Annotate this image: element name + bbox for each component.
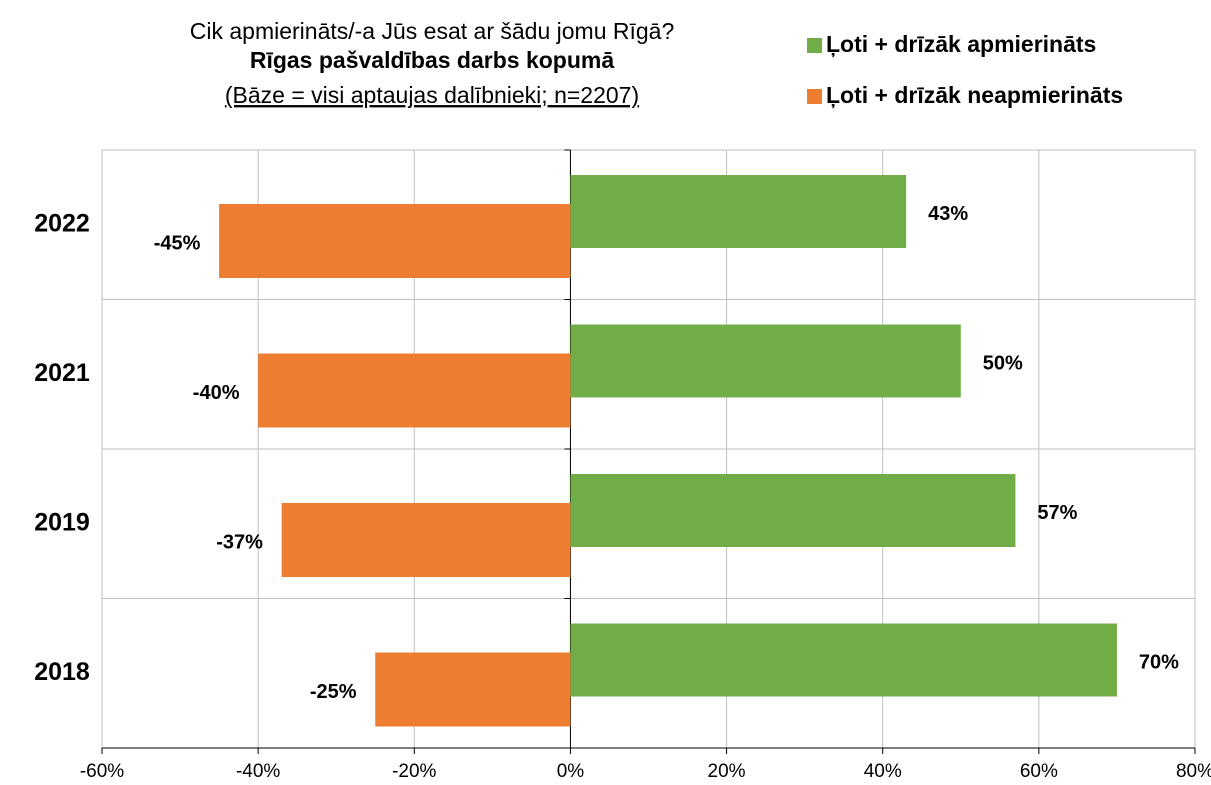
x-tick-label: -20% <box>392 761 436 782</box>
x-tick-label: 40% <box>864 761 902 782</box>
data-label: 70% <box>1139 651 1179 673</box>
x-tick-label: 20% <box>708 761 746 782</box>
x-tick-label: 0% <box>557 761 585 782</box>
bar <box>375 652 571 727</box>
chart-note: (Bāze = visi aptaujas dalībnieki; n=2207… <box>225 82 639 108</box>
data-label: 57% <box>1037 502 1077 524</box>
y-tick-label: 2019 <box>34 508 90 536</box>
bar <box>258 353 571 428</box>
bar <box>281 503 571 577</box>
legend-label: Ļoti + drīzāk neapmierināts <box>826 82 1123 108</box>
bar <box>570 474 1016 547</box>
data-label: -40% <box>193 382 240 404</box>
bar <box>219 204 571 278</box>
data-label: -37% <box>216 531 263 553</box>
legend-swatch <box>807 89 822 104</box>
x-tick-label: -60% <box>80 761 124 782</box>
legend-swatch <box>807 38 822 53</box>
y-tick-label: 2018 <box>34 658 90 686</box>
bar <box>570 623 1117 697</box>
y-tick-label: 2022 <box>34 209 90 237</box>
data-label: 50% <box>983 352 1023 374</box>
x-tick-label: -40% <box>236 761 280 782</box>
bar <box>570 324 961 398</box>
data-label: 43% <box>928 203 968 225</box>
x-tick-label: 60% <box>1020 761 1058 782</box>
legend-label: Ļoti + drīzāk apmierināts <box>826 31 1096 57</box>
data-label: -25% <box>310 681 357 703</box>
y-tick-label: 2021 <box>34 359 90 387</box>
chart-subtitle: Rīgas pašvaldības darbs kopumā <box>250 47 615 73</box>
x-tick-label: 80% <box>1176 761 1211 782</box>
data-label: -45% <box>154 232 201 254</box>
chart-title: Cik apmierināts/-a Jūs esat ar šādu jomu… <box>190 18 675 44</box>
bar <box>570 175 907 248</box>
